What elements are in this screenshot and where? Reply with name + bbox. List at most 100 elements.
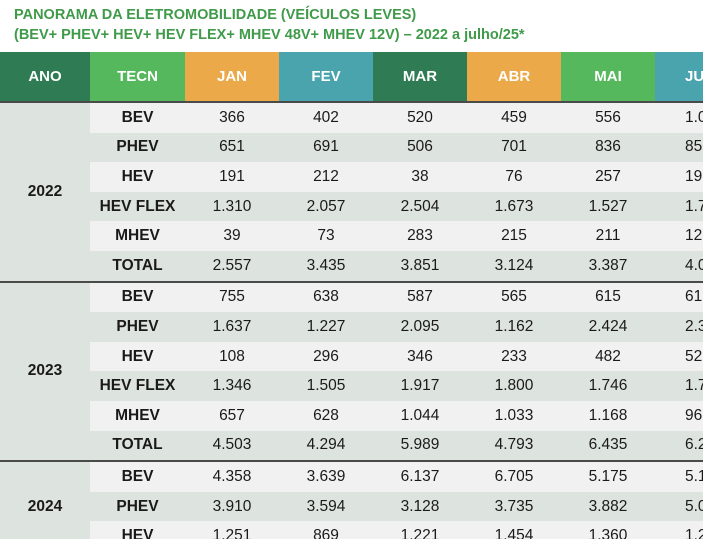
header-fev: FEV (279, 52, 373, 102)
value-cell: 366 (185, 101, 279, 133)
technology-cell: PHEV (90, 132, 185, 163)
value-cell: 4.503 (185, 430, 279, 462)
value-cell: 2.095 (373, 312, 467, 342)
technology-cell: TOTAL (90, 250, 185, 282)
value-cell: 691 (279, 132, 373, 163)
technology-cell: PHEV (90, 312, 185, 342)
value-cell: 1.360 (561, 521, 655, 539)
value-cell: 96 (655, 400, 703, 431)
header-mar: MAR (373, 52, 467, 102)
value-cell: 12 (655, 221, 703, 251)
value-cell: 5.0 (655, 491, 703, 522)
technology-cell: HEV (90, 521, 185, 539)
header-tecn: TECN (90, 52, 185, 102)
value-cell: 869 (279, 521, 373, 539)
table-body: 2022 BEV 366 402 520 459 556 1.0 PHEV 651 691 506 70… (0, 101, 703, 539)
table-row: 2022 BEV 366 402 520 459 556 1.0 (0, 101, 703, 282)
value-cell: 283 (373, 221, 467, 251)
table-row: PHEV 3.910 3.594 3.128 3.735 3.882 5.0 (0, 491, 703, 522)
value-cell: 506 (373, 132, 467, 163)
value-cell: 1.800 (467, 371, 561, 401)
value-cell: 615 (561, 280, 655, 313)
table-row: HEV FLEX 1.310 2.057 2.504 1.673 1.527 1.7 (0, 191, 703, 222)
value-cell: 1.917 (373, 371, 467, 401)
value-cell: 628 (279, 400, 373, 431)
header-ano: ANO (0, 52, 90, 102)
technology-cell: BEV (90, 460, 185, 492)
value-cell: 836 (561, 132, 655, 163)
technology-cell: MHEV (90, 400, 185, 431)
table-row: MHEV 657 628 1.044 1.033 1.168 96 (0, 400, 703, 431)
value-cell: 587 (373, 280, 467, 313)
value-cell: 482 (561, 341, 655, 372)
value-cell: 4.294 (279, 430, 373, 462)
table-row: 2023 BEV 755 638 587 565 615 61 (0, 280, 703, 462)
value-cell: 39 (185, 221, 279, 251)
technology-cell: MHEV (90, 221, 185, 251)
value-cell: 211 (561, 221, 655, 251)
title-line-2: (BEV+ PHEV+ HEV+ HEV FLEX+ MHEV 48V+ MHE… (14, 27, 525, 43)
table-row: TOTAL 2.557 3.435 3.851 3.124 3.387 4.0 (0, 250, 703, 282)
value-cell: 2.424 (561, 312, 655, 342)
header-abr: ABR (467, 52, 561, 102)
value-cell: 257 (561, 162, 655, 192)
value-cell: 1.637 (185, 312, 279, 342)
value-cell: 657 (185, 400, 279, 431)
value-cell: 38 (373, 162, 467, 192)
value-cell: 6.2 (655, 430, 703, 462)
value-cell: 1.033 (467, 400, 561, 431)
value-cell: 3.435 (279, 250, 373, 282)
table-row: PHEV 651 691 506 701 836 85 (0, 132, 703, 163)
value-cell: 1.2 (655, 521, 703, 539)
value-cell: 1.168 (561, 400, 655, 431)
value-cell: 296 (279, 341, 373, 372)
value-cell: 1.227 (279, 312, 373, 342)
value-cell: 1.746 (561, 371, 655, 401)
value-cell: 3.594 (279, 491, 373, 522)
table-header-row: ANO TECN JAN FEV MAR ABR MAI JU (0, 52, 703, 102)
value-cell: 2.504 (373, 191, 467, 222)
value-cell: 4.793 (467, 430, 561, 462)
value-cell: 755 (185, 280, 279, 313)
value-cell: 402 (279, 101, 373, 133)
value-cell: 2.557 (185, 250, 279, 282)
header-mai: MAI (561, 52, 655, 102)
year-cell: 2024 (0, 460, 90, 539)
data-table-container: ANO TECN JAN FEV MAR ABR MAI JU 2022 BEV 3… (0, 52, 703, 539)
technology-cell: HEV (90, 162, 185, 192)
value-cell: 1.7 (655, 191, 703, 222)
year-cell: 2022 (0, 101, 90, 282)
value-cell: 651 (185, 132, 279, 163)
value-cell: 3.639 (279, 460, 373, 492)
value-cell: 3.851 (373, 250, 467, 282)
value-cell: 3.735 (467, 491, 561, 522)
value-cell: 4.0 (655, 250, 703, 282)
value-cell: 191 (185, 162, 279, 192)
value-cell: 638 (279, 280, 373, 313)
value-cell: 1.454 (467, 521, 561, 539)
value-cell: 6.705 (467, 460, 561, 492)
table-row: MHEV 39 73 283 215 211 12 (0, 221, 703, 251)
value-cell: 3.387 (561, 250, 655, 282)
value-cell: 3.128 (373, 491, 467, 522)
value-cell: 1.673 (467, 191, 561, 222)
value-cell: 233 (467, 341, 561, 372)
value-cell: 73 (279, 221, 373, 251)
technology-cell: HEV FLEX (90, 371, 185, 401)
technology-cell: HEV (90, 341, 185, 372)
value-cell: 520 (373, 101, 467, 133)
value-cell: 1.044 (373, 400, 467, 431)
technology-cell: BEV (90, 280, 185, 313)
table-row: HEV 108 296 346 233 482 52 (0, 341, 703, 372)
value-cell: 6.137 (373, 460, 467, 492)
value-cell: 1.7 (655, 371, 703, 401)
value-cell: 459 (467, 101, 561, 133)
value-cell: 76 (467, 162, 561, 192)
table-row: HEV FLEX 1.346 1.505 1.917 1.800 1.746 1.7 (0, 371, 703, 401)
header-jan: JAN (185, 52, 279, 102)
technology-cell: BEV (90, 101, 185, 133)
table-row: TOTAL 4.503 4.294 5.989 4.793 6.435 6.2 (0, 430, 703, 462)
value-cell: 5.1 (655, 460, 703, 492)
value-cell: 556 (561, 101, 655, 133)
value-cell: 3.910 (185, 491, 279, 522)
